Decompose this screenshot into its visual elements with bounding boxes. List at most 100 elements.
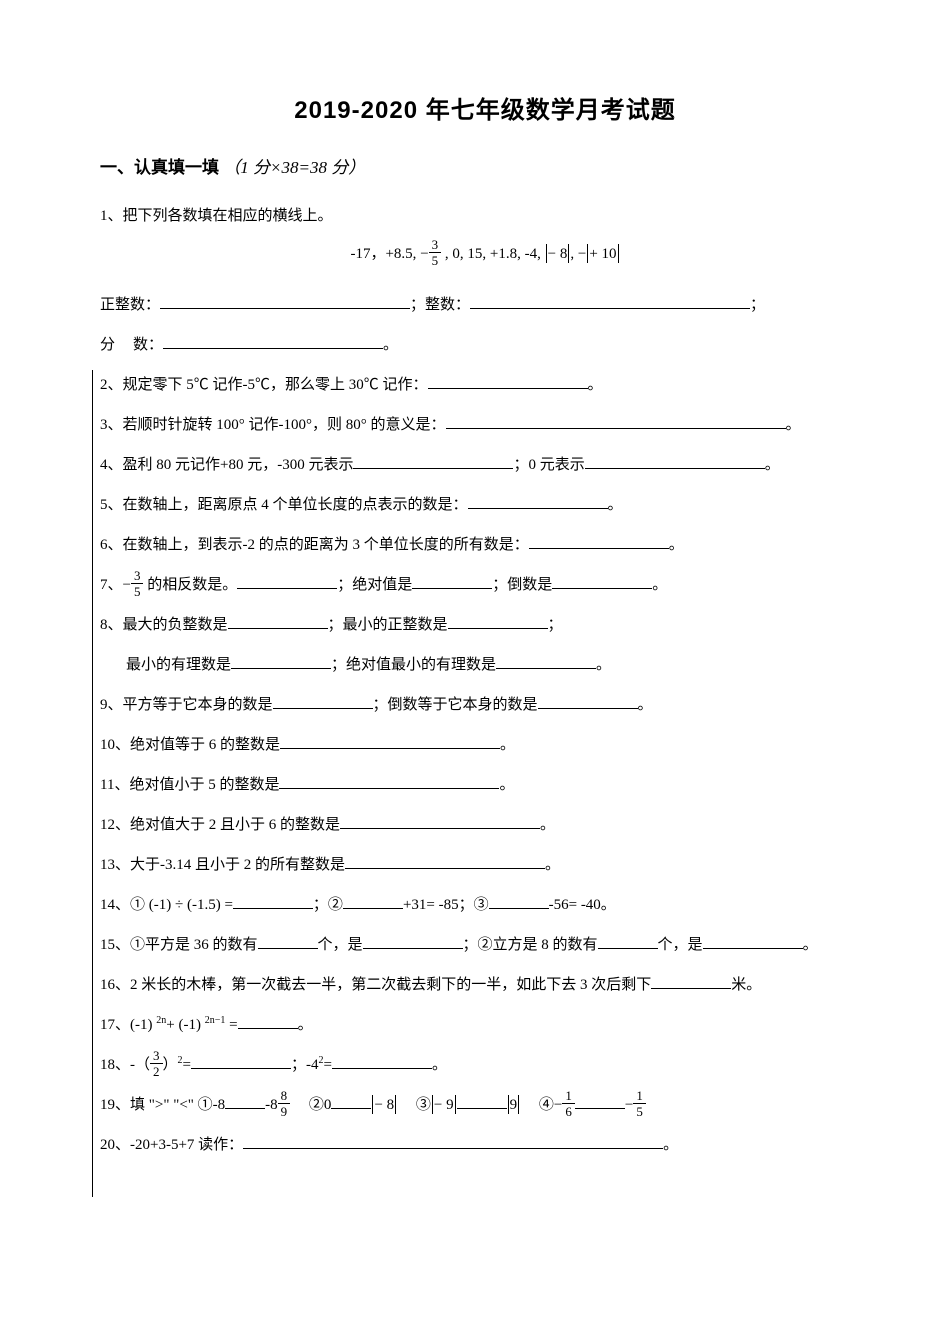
q20-blank[interactable] [243,1133,663,1150]
q14-blank3[interactable] [489,893,549,910]
q1-comma: , [570,246,574,262]
section-1-main: 一、认真填一填 [100,158,219,177]
q15-blank3[interactable] [598,933,658,950]
q8-blank4[interactable] [496,653,596,670]
q14-blank1[interactable] [233,893,313,910]
q5-blank[interactable] [468,493,608,510]
q1-frac-den: 5 [429,253,442,267]
q19-blank1[interactable] [225,1093,265,1110]
q8-a: 8、最大的负整数是 [100,617,228,633]
q19-frac2: 16 [562,1089,575,1118]
q17-exp1: 2n [156,1015,166,1026]
q4-blank2[interactable] [585,453,765,470]
q1-frac: 35 [429,238,442,267]
q8-end: 。 [596,657,611,673]
q3: 3、若顺时针旋转 100° 记作-100°，则 80° 的意义是：。 [100,407,870,443]
q18-end: 。 [432,1057,447,1073]
q1-blank-int[interactable] [470,293,750,310]
q19-blank2[interactable] [331,1093,371,1110]
q9-end: 。 [638,697,653,713]
q19-b: -8 [265,1097,278,1113]
q15-blank4[interactable] [703,933,803,950]
margin-rule [92,370,93,1197]
q7-num: 3 [131,569,144,584]
q12-blank[interactable] [340,813,540,830]
q1-abs1: − 8 [548,246,568,262]
q18-blank1[interactable] [191,1053,291,1070]
q19-blank3[interactable] [457,1093,507,1110]
q14-a: 14、① (-1) ÷ (-1.5) = [100,897,233,913]
q3-blank[interactable] [446,413,786,430]
q16: 16、2 米长的木棒，第一次截去一半，第二次截去剩下的一半，如此下去 3 次后剩… [100,967,870,1003]
q19-neg2: − [625,1097,633,1113]
q1-b-label1: 分 [100,337,133,353]
q1-abs2-pre: − [578,246,586,262]
q8-blank2[interactable] [448,613,548,630]
q14-d: -56= -40。 [549,897,616,913]
q11-blank[interactable] [279,773,499,790]
q19-d3: 5 [633,1104,646,1118]
q7-neg: − [123,577,131,593]
q6-blank[interactable] [529,533,669,550]
q18-d: ；-4 [291,1057,319,1073]
q19-n3: 1 [633,1089,646,1104]
q1-a-mid: ；整数： [410,297,470,313]
q14-c: +31= -85；③ [403,897,489,913]
q7-a: 7、 [100,577,123,593]
q15-blank1[interactable] [258,933,318,950]
q1-blank-posint[interactable] [160,293,410,310]
q10-blank[interactable] [280,733,500,750]
q8-line1: 8、最大的负整数是；最小的正整数是； [100,607,870,643]
q15-blank2[interactable] [363,933,463,950]
q16-end: 米。 [731,977,761,993]
q8-d: 最小的有理数是 [126,657,231,673]
q2-blank[interactable] [428,373,588,390]
q11-end: 。 [499,777,514,793]
q9: 9、平方等于它本身的数是；倒数等于它本身的数是。 [100,687,870,723]
q8-blank1[interactable] [228,613,328,630]
q1-line-a: 正整数：；整数：； [100,287,870,323]
q7-blank1[interactable] [237,573,337,590]
q14: 14、① (-1) ÷ (-1.5) =；②+31= -85；③-56= -40… [100,887,870,923]
q13-end: 。 [545,857,560,873]
q7: 7、−35 的相反数是。；绝对值是；倒数是。 [100,567,870,603]
q6: 6、在数轴上，到表示-2 的点的距离为 3 个单位长度的所有数是： 。 [100,527,870,563]
q7-b: 的相反数是。 [143,577,237,593]
q15-b: 个，是 [318,937,363,953]
q10-end: 。 [500,737,515,753]
q20-text: 20、-20+3-5+7 读作： [100,1137,243,1153]
q1-blank-frac[interactable] [163,333,383,350]
q1-number-list: -17，+8.5, −35 , 0, 15, +1.8, -4, − 8, −+… [100,240,870,269]
q7-blank3[interactable] [552,573,652,590]
q3-end: 。 [786,417,801,433]
q19-blank4[interactable] [575,1093,625,1110]
q4-blank1[interactable] [353,453,513,470]
q7-end: 。 [652,577,667,593]
q6-text: 6、在数轴上，到表示-2 的点的距离为 3 个单位长度的所有数是： [100,537,529,553]
q9-blank2[interactable] [538,693,638,710]
q5: 5、在数轴上，距离原点 4 个单位长度的点表示的数是：。 [100,487,870,523]
q13-blank[interactable] [345,853,545,870]
q19-abs2: − 9 [434,1097,454,1113]
q18-e: = [323,1057,331,1073]
q17-blank[interactable] [238,1013,298,1030]
q19-d2: 6 [562,1104,575,1118]
q1-lead: 1、把下列各数填在相应的横线上。 [100,198,870,234]
q9-b: ；倒数等于它本身的数是 [373,697,538,713]
q10: 10、绝对值等于 6 的整数是。 [100,727,870,763]
q15-a: 15、①平方是 36 的数有 [100,937,258,953]
q18-blank2[interactable] [332,1053,432,1070]
q18: 18、-（32）2=；-42=。 [100,1047,870,1083]
q7-blank2[interactable] [412,573,492,590]
q17-a: 17、(-1) [100,1017,156,1033]
q8-blank3[interactable] [231,653,331,670]
q14-blank2[interactable] [343,893,403,910]
q9-blank1[interactable] [273,693,373,710]
q1-list-post: , 0, 15, +1.8, -4, [445,246,541,262]
q1-frac-num: 3 [429,238,442,253]
q16-blank[interactable] [651,973,731,990]
q6-end: 。 [669,537,684,553]
q1-frac-neg: − [420,246,428,262]
q1-b-label2: 数： [133,337,163,353]
q8-e: ；绝对值最小的有理数是 [331,657,496,673]
